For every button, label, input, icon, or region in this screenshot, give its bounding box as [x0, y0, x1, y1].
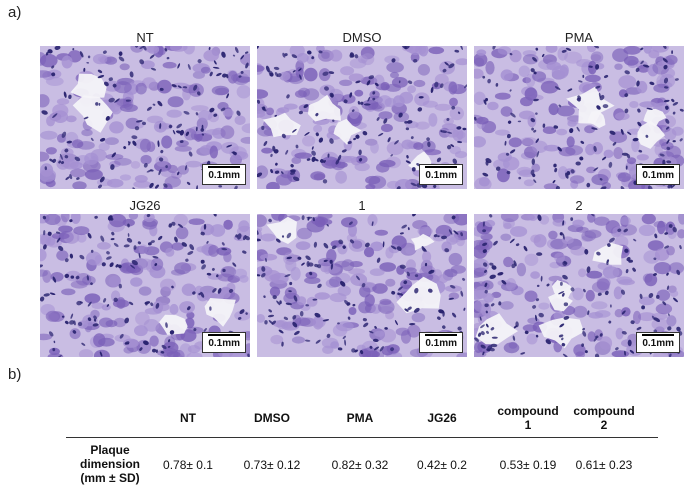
scale-bar: 0.1mm [202, 164, 246, 185]
table-header-compound-2: compound 2 [573, 404, 635, 432]
table-header-dmso: DMSO [254, 411, 290, 425]
table-value-nt: 0.78± 0.1 [163, 458, 213, 472]
micrograph-1: 0.1mm [257, 214, 467, 357]
micrograph-pma: 0.1mm [474, 46, 684, 189]
image-title-pma: PMA [564, 30, 594, 45]
table-value-pma: 0.82± 0.32 [331, 458, 389, 472]
micrograph-2: 0.1mm [474, 214, 684, 357]
image-title-1: 1 [358, 198, 366, 213]
scale-bar-label: 0.1mm [425, 170, 457, 181]
image-title-dmso: DMSO [342, 30, 382, 45]
scale-bar-label: 0.1mm [642, 170, 674, 181]
scale-bar-label: 0.1mm [642, 338, 674, 349]
micrograph-texture [474, 46, 684, 189]
table-value-jg26: 0.42± 0.2 [417, 458, 467, 472]
image-title-jg26: JG26 [129, 198, 161, 213]
scale-bar-label: 0.1mm [425, 338, 457, 349]
table-value-compound-2: 0.61± 0.23 [575, 458, 633, 472]
micrograph-jg26: 0.1mm [40, 214, 250, 357]
panel-b-label: b) [8, 366, 22, 383]
table-rule [66, 437, 658, 438]
table-header-compound-1: compound 1 [497, 404, 559, 432]
scale-bar: 0.1mm [419, 164, 463, 185]
micrograph-dmso: 0.1mm [257, 46, 467, 189]
table-row-label: Plaque dimension (mm ± SD) [79, 443, 140, 485]
scale-bar: 0.1mm [636, 332, 680, 353]
table-value-compound-1: 0.53± 0.19 [499, 458, 557, 472]
scale-bar: 0.1mm [636, 164, 680, 185]
table-header-nt: NT [180, 411, 196, 425]
table-value-dmso: 0.73± 0.12 [243, 458, 301, 472]
image-title-nt: NT [136, 30, 154, 45]
micrograph-texture [40, 214, 250, 357]
image-title-2: 2 [575, 198, 583, 213]
scale-bar-label: 0.1mm [208, 170, 240, 181]
scale-bar-label: 0.1mm [208, 338, 240, 349]
panel-a-label: a) [8, 4, 22, 21]
micrograph-nt: 0.1mm [40, 46, 250, 189]
table-header-pma: PMA [346, 411, 374, 425]
table-header-jg26: JG26 [427, 411, 457, 425]
scale-bar: 0.1mm [419, 332, 463, 353]
scale-bar: 0.1mm [202, 332, 246, 353]
